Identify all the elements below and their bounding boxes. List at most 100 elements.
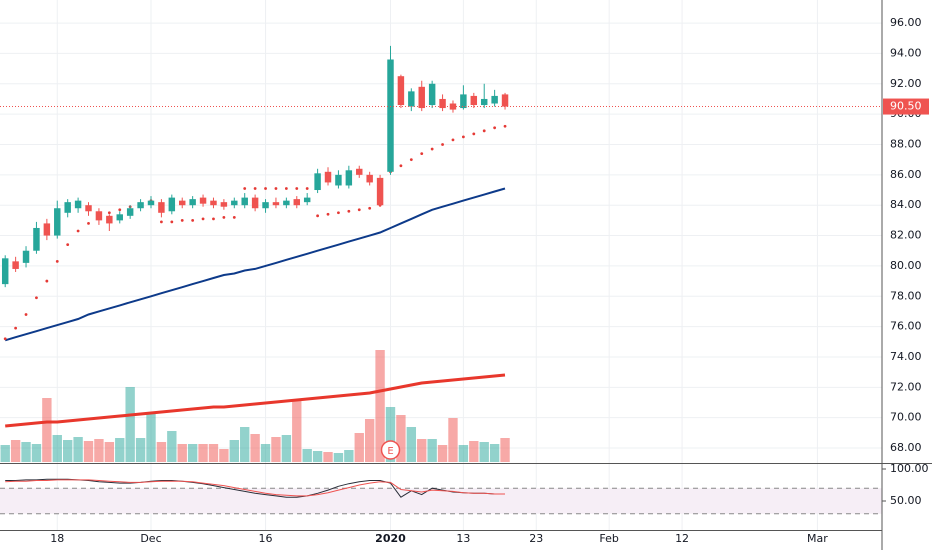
candle-body [168, 197, 176, 212]
volume-bar [63, 440, 73, 462]
candle-body [251, 197, 259, 209]
candle-body [366, 174, 373, 183]
volume-bar [125, 387, 135, 462]
rsi-band [0, 488, 882, 514]
sar-dot [493, 126, 497, 130]
x-tick-label: Feb [599, 532, 618, 545]
volume-ma-line [5, 373, 506, 428]
sar-dot [191, 218, 195, 222]
candle-body [293, 199, 301, 206]
last-price-box [883, 98, 929, 115]
candle-body [43, 223, 51, 236]
volume-bar [479, 442, 489, 462]
candle-body [147, 200, 155, 206]
sar-dot [45, 279, 49, 283]
volume-bar [73, 437, 83, 462]
sar-dot [14, 326, 18, 330]
sar-dot [118, 208, 122, 212]
volume-bar [250, 434, 260, 462]
y-tick-label: 74.00 [890, 350, 922, 363]
volume-bar [240, 427, 250, 462]
x-tick-label: 13 [456, 532, 470, 545]
y-tick-label: 78.00 [890, 289, 922, 302]
volume-bar [344, 450, 354, 462]
candle-body [418, 86, 425, 109]
volume-bar [94, 439, 104, 462]
x-tick-label: 16 [259, 532, 273, 545]
volume-bar [52, 435, 62, 462]
candle-body [74, 200, 82, 209]
sar-dot [3, 337, 7, 341]
x-tick-label: 23 [529, 532, 543, 545]
candle-body [95, 211, 103, 221]
candle-body [314, 173, 321, 191]
volume-bar [281, 435, 292, 462]
sar-dot [399, 164, 403, 168]
y-tick-label: 82.00 [890, 229, 922, 242]
candle-body [22, 250, 30, 263]
sar-dot [180, 218, 184, 222]
sar-dot [368, 206, 372, 210]
volume-bar [229, 440, 239, 462]
volume-bar [375, 350, 385, 462]
sar-dot [420, 152, 424, 155]
volume-bar [489, 444, 500, 462]
y-tick-label: 50.00 [890, 494, 922, 507]
sar-dot [253, 187, 257, 190]
rsi-line [5, 479, 505, 497]
earnings-marker [380, 440, 401, 460]
volume-bar [271, 437, 281, 462]
earnings-label: E [387, 446, 393, 457]
volume-bar [333, 453, 344, 462]
candle-body [501, 94, 509, 107]
candle-body [64, 202, 71, 213]
y-tick-label: 94.00 [890, 46, 922, 59]
volume-bar [208, 444, 219, 462]
volume-bar [31, 444, 42, 462]
sar-dot [264, 187, 267, 190]
candle-body [397, 76, 405, 106]
volume-bar [500, 438, 510, 462]
volume-bar [187, 444, 198, 462]
volume-bar [396, 415, 406, 462]
sar-dot [316, 214, 320, 218]
candle-body [387, 59, 394, 172]
sar-dot [451, 138, 455, 142]
volume-bar [198, 444, 208, 462]
volume-bar [10, 440, 21, 462]
candle-body [335, 174, 342, 186]
sar-dot [305, 187, 309, 190]
sar-dot [472, 132, 476, 136]
volume-bar [406, 427, 417, 462]
volume-bar [354, 433, 364, 462]
sar-dot [170, 220, 174, 224]
candle-body [491, 95, 498, 104]
volume-bar [323, 452, 333, 462]
volume-bar [427, 439, 437, 462]
candle-body [480, 98, 488, 106]
candle-body [262, 202, 269, 209]
y-tick-label: 72.00 [890, 380, 922, 393]
candle-body [85, 205, 92, 212]
volume-bar [156, 442, 167, 462]
volume-bar [312, 451, 323, 462]
candle-body [345, 170, 353, 186]
candle-body [439, 98, 446, 109]
x-tick-label: 18 [50, 532, 64, 545]
candle-body [189, 199, 196, 206]
sar-dot [66, 243, 70, 247]
volume-bar [469, 441, 479, 462]
sar-dot [243, 187, 247, 190]
y-tick-label: 96.00 [890, 16, 922, 29]
sar-dot [357, 208, 361, 212]
candle-body [460, 94, 467, 109]
sar-dot [284, 187, 288, 190]
candle-body [12, 261, 19, 269]
sar-dot [35, 296, 38, 300]
candle-body [449, 103, 457, 110]
candle-body [158, 202, 165, 213]
sar-dot [55, 259, 59, 263]
sar-dot [107, 211, 111, 215]
sar-dot [326, 212, 330, 216]
sar-dot [503, 124, 507, 128]
